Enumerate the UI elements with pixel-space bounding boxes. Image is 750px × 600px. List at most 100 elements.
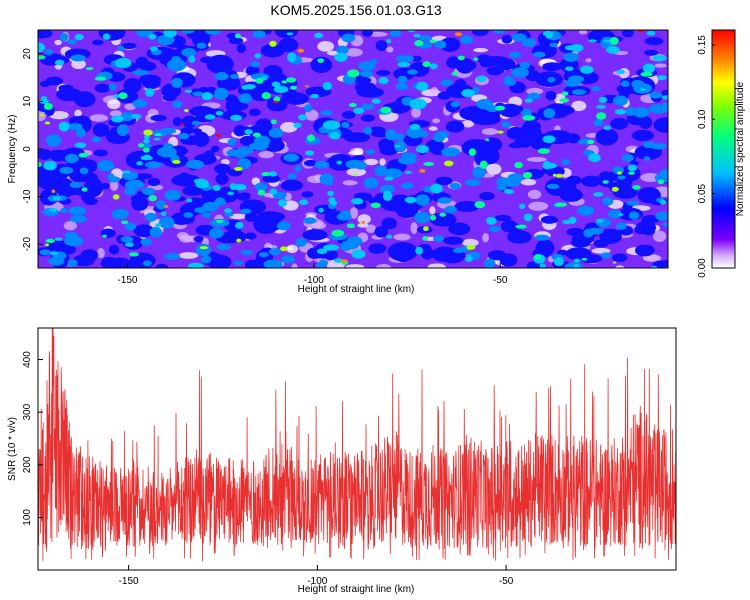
heatmap-cell xyxy=(286,32,294,36)
heatmap-cell xyxy=(142,75,161,89)
heatmap-cell xyxy=(613,95,628,106)
heatmap-cell xyxy=(271,81,281,88)
heatmap-cell xyxy=(280,122,298,133)
heatmap-cell xyxy=(341,110,356,119)
heatmap-cell xyxy=(304,104,313,113)
heatmap-cell xyxy=(261,171,271,177)
heatmap-cell xyxy=(357,214,371,225)
heatmap-cell xyxy=(602,196,614,206)
heatmap-cell xyxy=(365,224,377,233)
heatmap-cell xyxy=(221,230,248,243)
heatmap-cell xyxy=(132,69,149,76)
heatmap-cell xyxy=(96,248,105,259)
heatmap-cell xyxy=(360,70,374,78)
heatmap-cell xyxy=(588,39,597,43)
heatmap-cell xyxy=(474,201,486,209)
heatmap-cell xyxy=(364,158,379,166)
heatmap-cell xyxy=(236,238,242,243)
heatmap-cell xyxy=(611,186,619,192)
heatmap-cell xyxy=(414,39,424,47)
heatmap-cell xyxy=(58,84,74,91)
colorbar-gradient xyxy=(711,29,736,269)
heatmap-cell xyxy=(111,115,124,123)
heatmap-cell xyxy=(642,63,655,74)
heatmap-cell xyxy=(640,88,646,92)
heatmap-cell xyxy=(178,132,190,140)
heatmap-cell xyxy=(413,33,421,38)
heatmap-cell xyxy=(45,134,62,147)
heatmap-cell xyxy=(345,264,365,268)
heatmap-cell xyxy=(164,189,181,201)
heatmap-cell xyxy=(186,159,205,169)
heatmap-cell xyxy=(386,234,393,239)
heatmap-cell xyxy=(369,126,386,134)
heatmap-cell xyxy=(361,220,366,224)
heatmap-cell xyxy=(386,46,394,53)
heatmap-cell xyxy=(473,57,479,61)
heatmap-cell xyxy=(171,174,201,187)
heatmap-cell xyxy=(415,246,424,255)
heatmap-cell xyxy=(310,56,333,74)
heatmap-y-axis-label: Frequency (Hz) xyxy=(7,115,18,184)
heatmap-cell xyxy=(112,194,120,200)
heatmap-cell xyxy=(363,126,373,135)
heatmap-cell xyxy=(631,79,645,89)
heatmap-cell xyxy=(131,196,149,211)
heatmap-cell xyxy=(91,136,102,143)
heatmap-cell xyxy=(143,129,153,136)
heatmap-cell xyxy=(440,79,453,87)
heatmap-cell xyxy=(628,211,640,220)
heatmap-cell xyxy=(583,228,594,238)
snr-x-tick-label: -100 xyxy=(307,576,327,587)
heatmap-cell xyxy=(101,182,110,190)
heatmap-cell xyxy=(314,32,324,39)
heatmap-cell xyxy=(376,70,391,76)
heatmap-cell xyxy=(94,83,111,93)
heatmap-cell xyxy=(141,187,156,195)
heatmap-cell xyxy=(401,152,417,160)
heatmap-cell xyxy=(236,43,246,54)
heatmap-cell xyxy=(51,189,56,194)
heatmap-cell xyxy=(108,83,117,91)
heatmap-cell xyxy=(659,199,667,205)
heatmap-cell xyxy=(416,81,428,92)
heatmap-cell xyxy=(196,42,207,49)
heatmap-cell xyxy=(153,137,162,141)
heatmap-cell xyxy=(511,67,529,78)
heatmap-cell xyxy=(486,105,499,113)
heatmap-cell xyxy=(206,54,234,74)
heatmap-cell xyxy=(360,114,375,122)
heatmap-cell xyxy=(497,130,504,134)
heatmap-cell xyxy=(466,244,476,250)
heatmap-cell xyxy=(465,256,473,262)
heatmap-cell xyxy=(227,138,237,146)
heatmap-cell xyxy=(346,223,355,229)
heatmap-cell xyxy=(303,159,318,167)
heatmap-cell xyxy=(461,88,475,98)
heatmap-cell xyxy=(188,262,204,268)
heatmap-cell xyxy=(429,63,438,70)
heatmap-cell xyxy=(215,219,224,223)
heatmap-cell xyxy=(532,51,546,58)
heatmap-cell xyxy=(122,170,131,174)
heatmap-cell xyxy=(310,93,320,99)
heatmap-cell xyxy=(644,49,659,56)
heatmap-cell xyxy=(60,207,68,214)
heatmap-cell xyxy=(361,30,373,37)
heatmap-cell xyxy=(109,179,119,191)
heatmap-cell xyxy=(269,40,277,47)
heatmap-cell xyxy=(244,232,257,240)
heatmap-cell xyxy=(186,198,193,203)
heatmap-y-tick-label: 10 xyxy=(22,95,33,107)
heatmap-cell xyxy=(208,227,224,239)
heatmap-cell xyxy=(521,108,533,118)
heatmap-cell xyxy=(533,254,542,260)
heatmap-cell xyxy=(545,90,557,101)
heatmap-cell xyxy=(113,94,120,99)
heatmap-cell xyxy=(227,191,235,196)
heatmap-cell xyxy=(461,119,474,128)
heatmap-cell xyxy=(642,141,655,149)
heatmap-cell xyxy=(523,213,533,222)
heatmap-cell xyxy=(368,197,381,204)
heatmap-cell xyxy=(565,175,582,185)
